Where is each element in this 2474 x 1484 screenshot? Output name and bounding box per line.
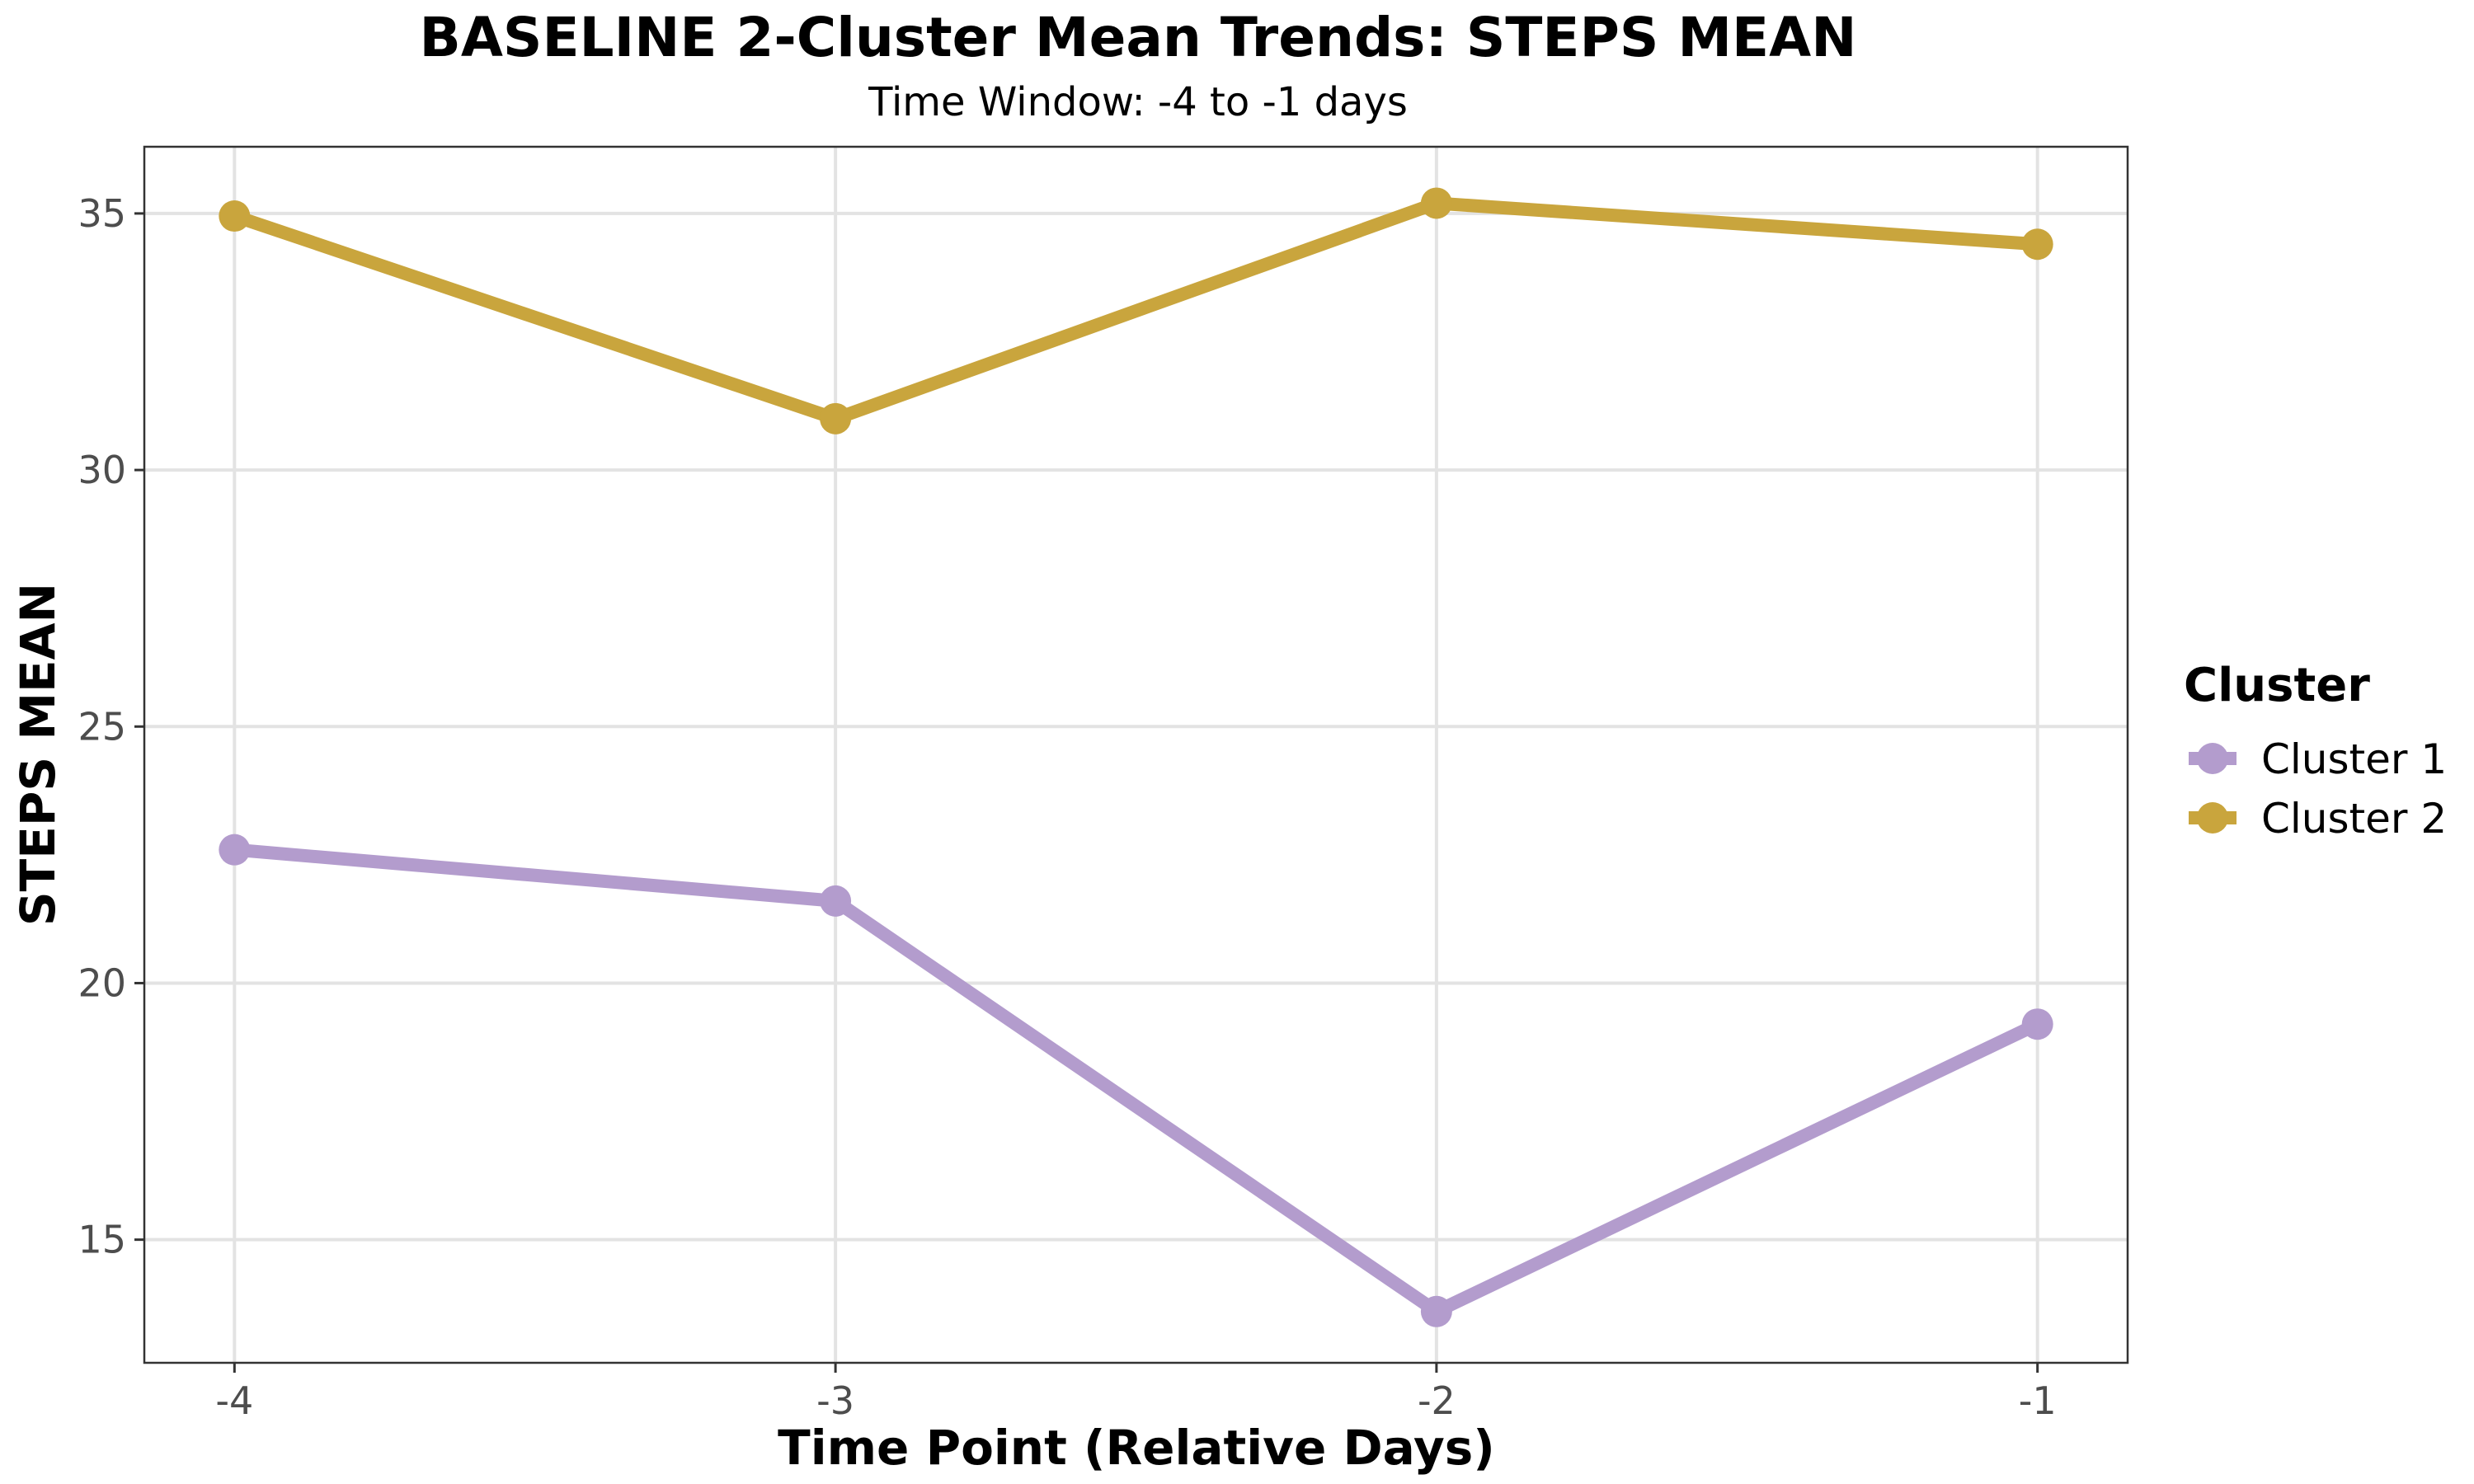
gridlines: [144, 147, 2128, 1363]
data-series: [219, 187, 2053, 1327]
data-point: [219, 834, 251, 866]
x-tick-label: -4: [215, 1378, 253, 1423]
legend-point-swatch: [2197, 743, 2228, 774]
y-tick-label: 35: [78, 191, 126, 236]
legend-item-1: Cluster 1: [2189, 735, 2447, 783]
x-axis-title: Time Point (Relative Days): [778, 1420, 1495, 1476]
series-line: [232, 196, 2039, 425]
legend-title: Cluster: [2184, 659, 2370, 712]
data-point: [1420, 1295, 1452, 1327]
x-tick-label: -3: [816, 1378, 854, 1423]
legend-item-2: Cluster 2: [2189, 795, 2447, 843]
x-tick-label: -1: [2019, 1378, 2057, 1423]
data-point: [820, 402, 852, 434]
data-point: [219, 200, 251, 232]
x-tick-label: -2: [1418, 1378, 1456, 1423]
series-1: [219, 834, 2053, 1327]
y-tick-label: 30: [78, 448, 126, 492]
legend: Cluster Cluster 1 Cluster 2: [2184, 659, 2447, 843]
chart-subtitle: Time Window: -4 to -1 days: [868, 79, 1408, 125]
legend-point-swatch: [2197, 802, 2228, 834]
axes: 15 20 25 30 35 -4 -3 -2 -1: [78, 191, 2056, 1423]
data-point: [2021, 1008, 2053, 1040]
chart-title: BASELINE 2-Cluster Mean Trends: STEPS ME…: [420, 6, 1857, 69]
y-tick-label: 20: [78, 960, 126, 1005]
legend-label: Cluster 2: [2261, 795, 2447, 843]
plot-panel-border: [143, 145, 2129, 1364]
y-tick-label: 15: [78, 1218, 126, 1262]
data-point: [2021, 228, 2053, 261]
y-axis-title: STEPS MEAN: [10, 583, 66, 926]
data-point: [1420, 187, 1452, 219]
data-point: [820, 885, 852, 917]
y-tick-label: 25: [78, 704, 126, 749]
legend-label: Cluster 1: [2261, 735, 2447, 783]
legend-items: Cluster 1 Cluster 2: [2189, 735, 2447, 843]
series-2: [219, 187, 2053, 434]
series-line: [233, 843, 2041, 1318]
